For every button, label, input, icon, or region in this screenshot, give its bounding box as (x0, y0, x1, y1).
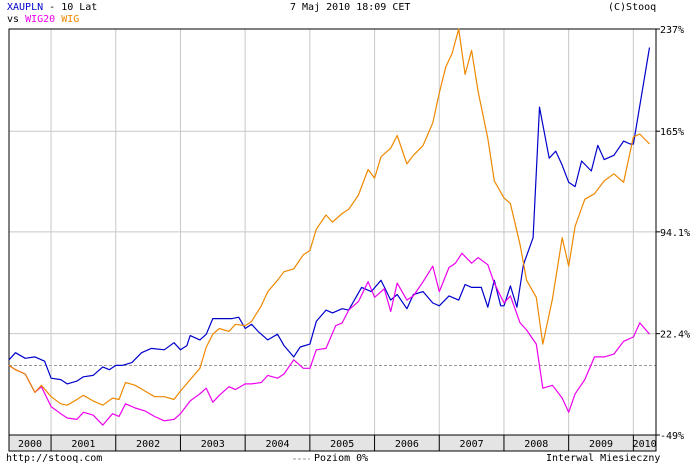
header-legend: XAUPLN - 10 Lat vs WIG20 WIG (7, 2, 97, 26)
footer-interval-label: Interwal Miesieczny (546, 453, 661, 464)
vs-label: vs (7, 14, 20, 25)
y-tick-label: 165% (660, 127, 684, 138)
year-label: 2005 (330, 439, 354, 450)
year-label: 2006 (395, 439, 419, 450)
year-label: 2009 (589, 439, 613, 450)
legend-wig20: WIG20 (25, 14, 56, 25)
year-labels: 2000 2001 2002 2003 2004 2005 2006 2007 2008 2009… (18, 435, 657, 451)
brand-label: (C)Stooq (608, 2, 657, 13)
symbol-label: XAUPLN (7, 2, 44, 13)
year-label: 2004 (265, 439, 289, 450)
series-lines (8, 28, 651, 426)
year-axis-strip (8, 434, 657, 452)
year-label: 2000 (18, 439, 42, 450)
year-label: 2007 (460, 439, 484, 450)
footer-url-link[interactable]: http://stooq.com (6, 453, 103, 464)
y-tick-label: 94.1% (660, 228, 690, 239)
period-label: - 10 Lat (49, 2, 98, 13)
legend-wig: WIG (61, 14, 80, 25)
series-line-xaupln (8, 47, 651, 385)
y-tick-label: 237% (660, 25, 684, 36)
header-line-2: vs WIG20 WIG (7, 14, 97, 26)
year-label: 2010 (633, 439, 657, 450)
y-tick-label: 22.4% (660, 330, 690, 341)
y-tick-labels: 237% 165% 94.1% 22.4% -49% (656, 25, 690, 442)
header-datetime: 7 Maj 2010 18:09 CET (290, 2, 411, 13)
series-line-wig (8, 28, 650, 406)
y-tick-label: -49% (660, 431, 684, 442)
year-label: 2002 (136, 439, 160, 450)
series-line-wig20 (8, 252, 650, 426)
year-label: 2001 (71, 439, 95, 450)
year-label: 2003 (201, 439, 225, 450)
header-line-1: XAUPLN - 10 Lat (7, 2, 97, 14)
year-label: 2008 (524, 439, 548, 450)
footer-level-label: Poziom 0% (314, 453, 369, 464)
grid-lines (9, 29, 656, 435)
